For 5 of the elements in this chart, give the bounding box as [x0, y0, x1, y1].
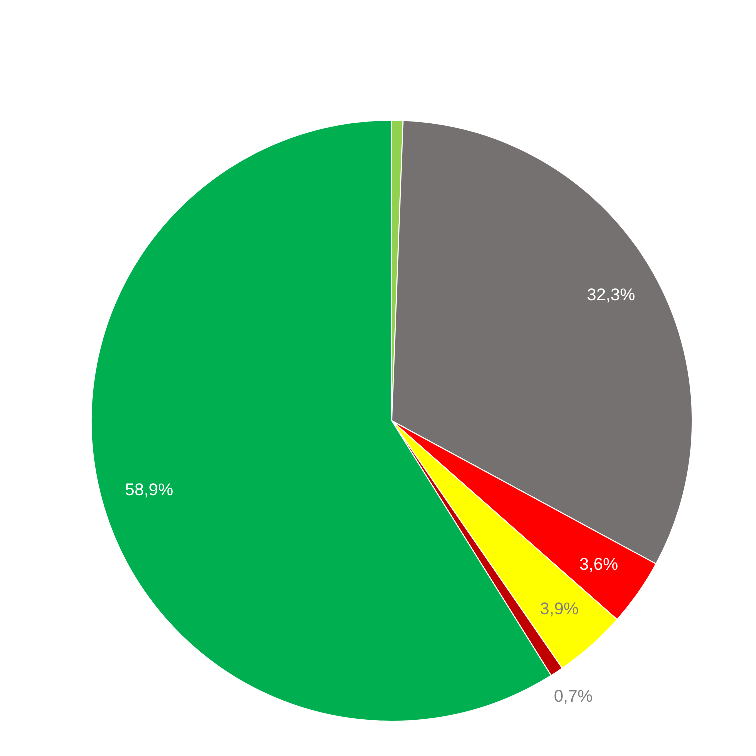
data-label: 0,7%: [554, 686, 593, 706]
data-label: 58,9%: [125, 480, 174, 500]
data-label: 32,3%: [587, 286, 636, 305]
data-label: 3,9%: [540, 600, 579, 619]
data-label: 3,6%: [580, 555, 618, 574]
